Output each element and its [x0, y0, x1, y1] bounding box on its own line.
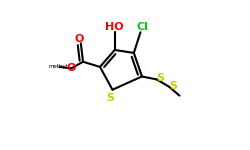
Text: S: S — [156, 73, 164, 83]
Text: S: S — [107, 93, 115, 103]
Text: S: S — [170, 81, 177, 91]
Text: HO: HO — [105, 22, 123, 32]
Text: methyl: methyl — [48, 64, 67, 69]
Text: O: O — [67, 63, 76, 73]
Text: Cl: Cl — [137, 22, 148, 32]
Text: O: O — [75, 34, 84, 44]
